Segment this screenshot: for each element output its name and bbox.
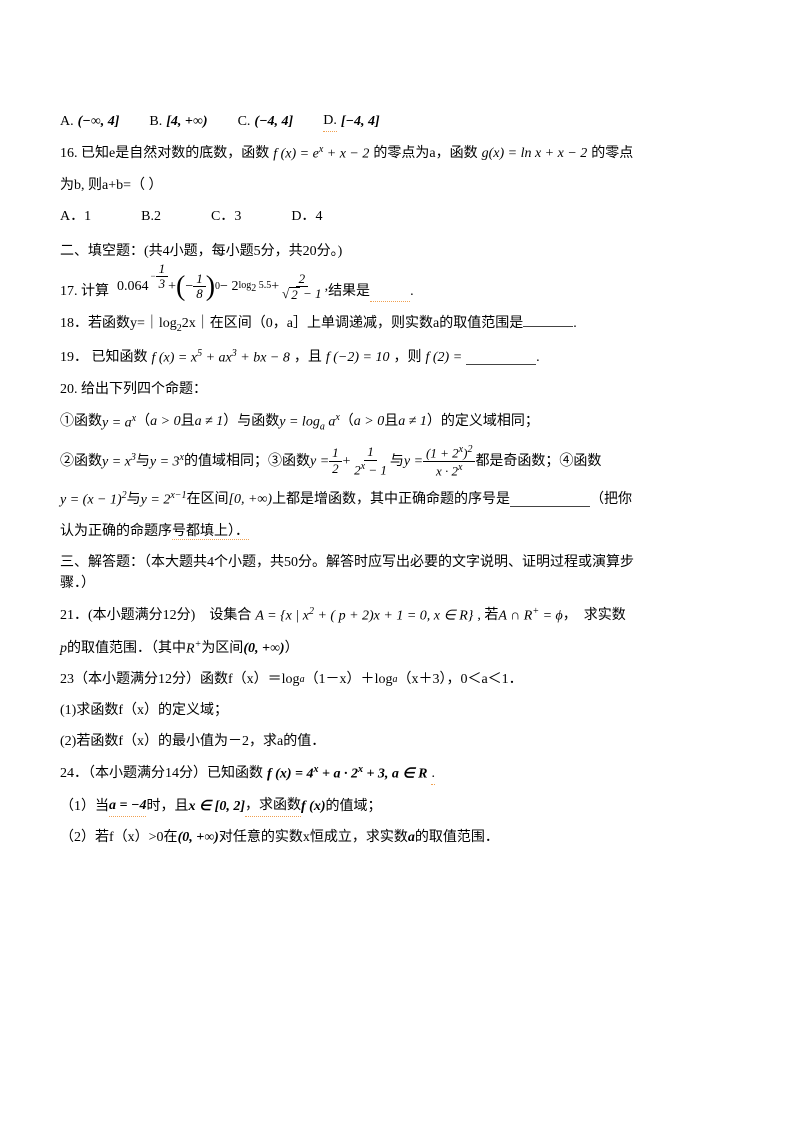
post: 结果是 (328, 281, 370, 302)
q17: 17. 计算 0.064 −13 + ( − 18 ) 0 − 2 log2 5… (60, 272, 740, 303)
gx: g(x) = ln x + x − 2 (482, 143, 588, 164)
blank (523, 312, 573, 327)
label: A. (60, 111, 74, 132)
fx: f (x) = x5 + ax3 + bx − 8 (152, 346, 290, 369)
label: C. (238, 111, 251, 132)
blank (510, 492, 590, 507)
pre: 17. 计算 (60, 281, 109, 302)
value: [4, +∞) (166, 111, 207, 132)
expr: 0.064 −13 + ( − 18 ) 0 − 2 log2 5.5 + 2 … (117, 272, 328, 303)
q21-line2: p 的取值范围．（其中 R+ 为区间 (0, +∞) ） (60, 637, 740, 660)
q21: 21．(本小题满分12分) 设集合 A = {x | x2 + ( p + 2)… (60, 604, 740, 627)
q20-head: 20. 给出下列四个命题： (60, 379, 740, 400)
q15-options: A. (−∞, 4] B. [4, +∞) C. (−4, 4] D. [−4,… (60, 110, 740, 132)
section-2-title: 二、填空题：(共4小题，每小题5分，共20分。) (60, 241, 740, 262)
q15-optC: C. (−4, 4] (238, 111, 294, 132)
q20-p4-line3: 认为正确的命题序号都填上）． (60, 521, 740, 542)
optA: A．1 (60, 206, 91, 227)
q24: 24．（本小题满分14分）已知函数 f (x) = 4x + a · 2x + … (60, 762, 740, 785)
q24-p1: （1）当 a = −4 时，且 x ∈ [0, 2] ，求函数 f (x) 的值… (60, 795, 740, 817)
q15-optB: B. [4, +∞) (149, 111, 207, 132)
q20-p1: ①函数 y = ax （ a > 0 且 a ≠ 1 ）与函数 y = loga… (60, 410, 740, 434)
q15-optA: A. (−∞, 4] (60, 111, 119, 132)
section-3-title: 三、解答题：（本大题共4个小题，共50分。解答时应写出必要的文字说明、证明过程或… (60, 552, 740, 594)
blank (466, 350, 536, 365)
q20-p4: y = (x − 1)2 与 y = 2x−1 在区间 [0, +∞) 上都是增… (60, 488, 740, 511)
value: [−4, 4] (341, 111, 380, 132)
q23-p2: (2)若函数f（x）的最小值为－2，求a的值． (60, 731, 740, 752)
text: 16. 已知e是自然对数的底数，函数 (60, 143, 269, 164)
q19: 19． 已知函数 f (x) = x5 + ax3 + bx − 8 ，且 f … (60, 346, 740, 369)
q18: 18．若函数y=｜log22x｜在区间（0，a］上单调递减，则实数a的取值范围是… (60, 312, 740, 336)
optC: C．3 (211, 206, 241, 227)
fx: f (x) = ex + x − 2 (273, 142, 369, 165)
value: (−4, 4] (254, 111, 293, 132)
text: 的零点为a，函数 (373, 143, 477, 164)
blank (370, 287, 410, 302)
q20-p2-p3: ②函数 y = x3 与 y = 3x 的值域相同；③函数 y = 12 + 1… (60, 444, 740, 478)
q16-stem: 16. 已知e是自然对数的底数，函数 f (x) = ex + x − 2 的零… (60, 142, 740, 165)
label: B. (149, 111, 162, 132)
log-exp: log2 5.5 (238, 278, 271, 296)
q23-p1: (1)求函数f（x）的定义域； (60, 700, 740, 721)
q24-p2: （2）若f（x）>0在 (0, +∞) 对任意的实数x恒成立，求实数 a 的取值… (60, 827, 740, 848)
text: 的零点 (591, 143, 633, 164)
neg-frac-exp: −13 (151, 262, 169, 292)
q16-options: A．1 B.2 C．3 D．4 (60, 206, 740, 227)
optB: B.2 (141, 206, 161, 227)
value: (−∞, 4] (78, 111, 120, 132)
label: D. (323, 110, 337, 132)
optD: D．4 (291, 206, 322, 227)
q15-optD: D. [−4, 4] (323, 110, 379, 132)
q23: 23（本小题满分12分）函数f（x）＝ loga （1－x）＋ loga （x＋… (60, 669, 740, 690)
q16-line2: 为b, 则a+b=（ ） (60, 175, 740, 196)
